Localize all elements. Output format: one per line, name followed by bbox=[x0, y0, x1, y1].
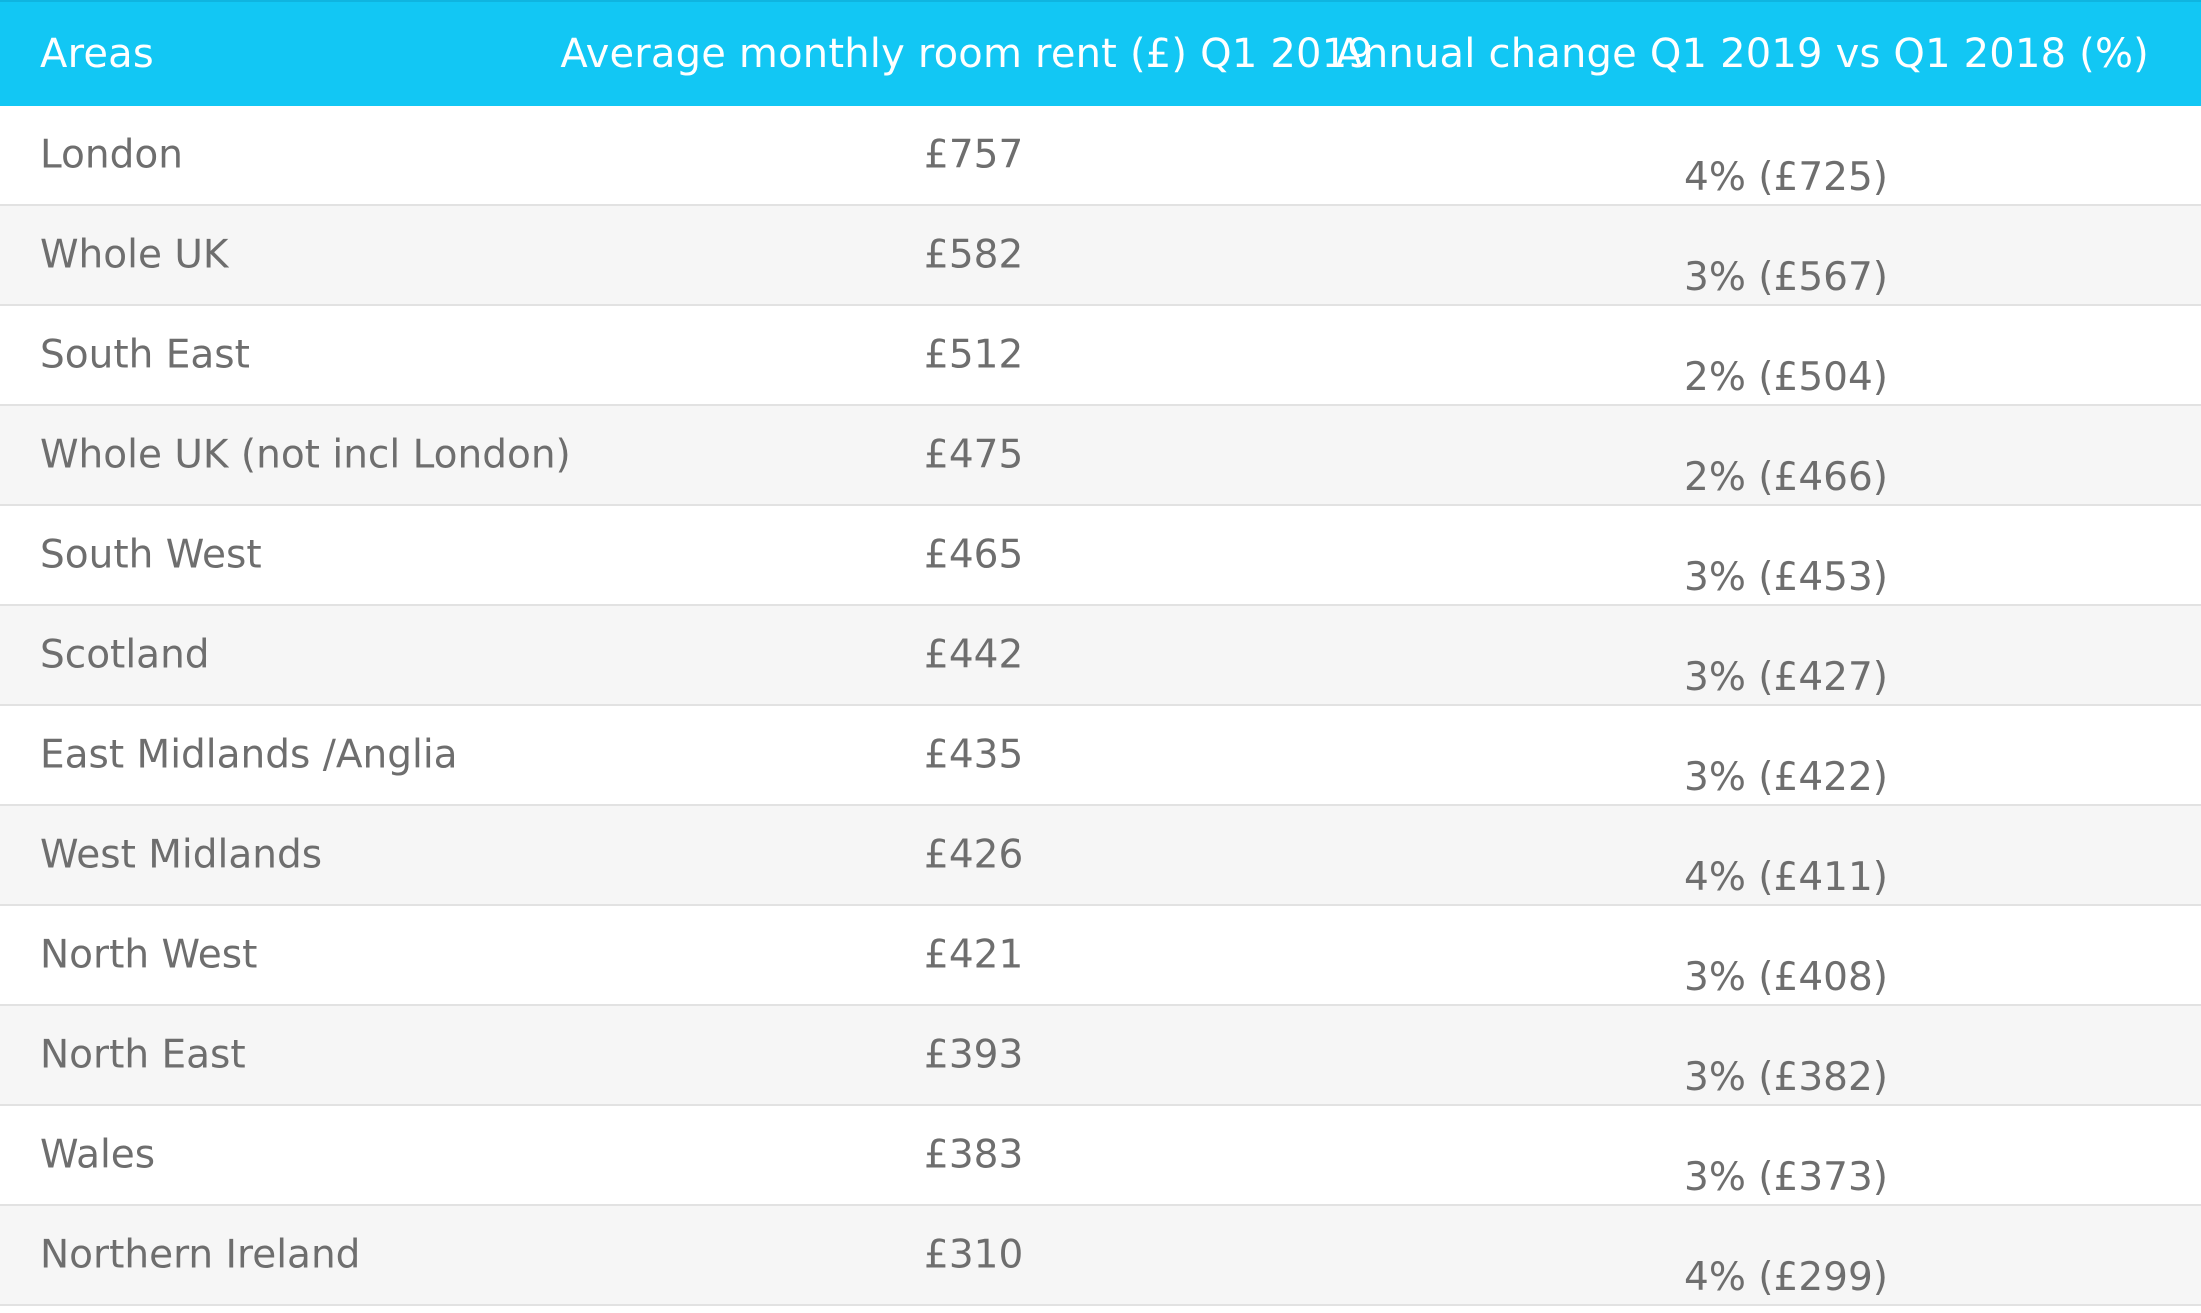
rent-cell: £435 bbox=[924, 732, 1024, 778]
table-row: South East £512 2% (£504) bbox=[0, 306, 2201, 406]
change-value: 4% (£725) bbox=[1684, 155, 1888, 200]
area-cell: Scotland bbox=[40, 632, 210, 678]
table-row: Whole UK (not incl London) £475 2% (£466… bbox=[0, 406, 2201, 506]
table-header: Areas Average monthly room rent (£) Q1 2… bbox=[0, 0, 2201, 106]
area-cell: North West bbox=[40, 932, 258, 978]
table-row: Whole UK £582 3% (£567) bbox=[0, 206, 2201, 306]
table-row: Northern Ireland £310 4% (£299) bbox=[0, 1206, 2201, 1306]
rent-cell: £442 bbox=[924, 632, 1024, 678]
table-row: East Midlands /Anglia £435 3% (£422) bbox=[0, 706, 2201, 806]
change-value: 3% (£373) bbox=[1684, 1155, 1888, 1200]
table-row: North East £393 3% (£382) bbox=[0, 1006, 2201, 1106]
rent-cell: £383 bbox=[924, 1132, 1024, 1178]
table-row: Scotland £442 3% (£427) bbox=[0, 606, 2201, 706]
area-cell: Wales bbox=[40, 1132, 156, 1178]
rent-cell: £512 bbox=[924, 332, 1024, 378]
area-cell: East Midlands /Anglia bbox=[40, 732, 458, 778]
change-value: 3% (£382) bbox=[1684, 1055, 1888, 1100]
change-value: 3% (£408) bbox=[1684, 955, 1888, 1000]
change-value: 3% (£422) bbox=[1684, 755, 1888, 800]
change-value: 2% (£504) bbox=[1684, 355, 1888, 400]
area-cell: Whole UK (not incl London) bbox=[40, 432, 571, 478]
change-value: 3% (£453) bbox=[1684, 555, 1888, 600]
column-header-annual-change: Annual change Q1 2019 vs Q1 2018 (%) bbox=[1335, 31, 2149, 77]
area-cell: Whole UK bbox=[40, 232, 229, 278]
rent-cell: £393 bbox=[924, 1032, 1024, 1078]
table-row: West Midlands £426 4% (£411) bbox=[0, 806, 2201, 906]
rent-cell: £421 bbox=[924, 932, 1024, 978]
change-value: 2% (£466) bbox=[1684, 455, 1888, 500]
rent-cell: £757 bbox=[924, 132, 1024, 178]
area-cell: London bbox=[40, 132, 183, 178]
rent-cell: £475 bbox=[924, 432, 1024, 478]
area-cell: West Midlands bbox=[40, 832, 323, 878]
area-cell: North East bbox=[40, 1032, 246, 1078]
rent-cell: £582 bbox=[924, 232, 1024, 278]
rent-cell: £426 bbox=[924, 832, 1024, 878]
column-header-average-rent: Average monthly room rent (£) Q1 2019 bbox=[560, 31, 1373, 77]
change-value: 4% (£299) bbox=[1684, 1255, 1888, 1300]
area-cell: South West bbox=[40, 532, 262, 578]
table-row: London £757 4% (£725) bbox=[0, 106, 2201, 206]
change-value: 3% (£427) bbox=[1684, 655, 1888, 700]
change-value: 4% (£411) bbox=[1684, 855, 1888, 900]
rent-cell: £310 bbox=[924, 1232, 1024, 1278]
area-cell: South East bbox=[40, 332, 250, 378]
column-header-areas: Areas bbox=[40, 31, 154, 77]
table-row: Wales £383 3% (£373) bbox=[0, 1106, 2201, 1206]
area-cell: Northern Ireland bbox=[40, 1232, 361, 1278]
table-row: South West £465 3% (£453) bbox=[0, 506, 2201, 606]
rent-cell: £465 bbox=[924, 532, 1024, 578]
table-row: North West £421 3% (£408) bbox=[0, 906, 2201, 1006]
change-value: 3% (£567) bbox=[1684, 255, 1888, 300]
